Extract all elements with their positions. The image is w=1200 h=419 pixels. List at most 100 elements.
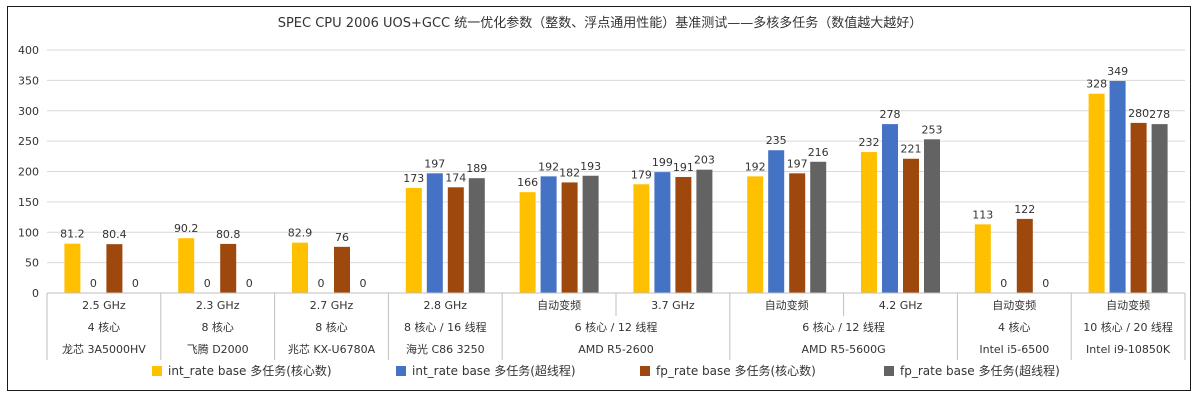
x-cores-label: 4 核心	[998, 320, 1031, 334]
bar	[334, 246, 350, 293]
bar-value-label: 113	[972, 208, 993, 221]
legend-swatch	[884, 365, 894, 376]
bar-value-label: 328	[1086, 78, 1107, 91]
bar	[696, 169, 713, 293]
legend-swatch	[396, 365, 406, 376]
bar	[1109, 80, 1126, 293]
x-freq-label: 自动变频	[992, 298, 1036, 312]
bar	[220, 243, 237, 293]
x-cores-label: 6 核心 / 12 线程	[802, 320, 885, 334]
bar-value-label: 0	[1042, 277, 1049, 290]
bar-value-label: 0	[246, 277, 253, 290]
bar	[654, 172, 671, 293]
x-cores-label: 4 核心	[88, 320, 121, 334]
x-cpu-label: 飞腾 D2000	[187, 342, 249, 356]
x-cores-label: 6 核心 / 12 线程	[575, 320, 658, 334]
bar	[468, 178, 485, 293]
bar	[178, 238, 195, 293]
bar-value-label: 173	[403, 172, 424, 185]
x-freq-label: 2.7 GHz	[310, 299, 354, 312]
bar	[974, 224, 991, 293]
bar	[64, 243, 81, 293]
x-freq-label: 3.7 GHz	[651, 299, 695, 312]
bar-value-label: 0	[132, 277, 139, 290]
y-tick-label: 250	[18, 135, 39, 148]
x-cores-label: 8 核心	[201, 320, 234, 334]
x-cpu-label: 海光 C86 3250	[406, 342, 485, 356]
legend-label: int_rate base 多任务(核心数)	[168, 364, 332, 378]
bar	[789, 173, 806, 293]
bar-value-label: 253	[922, 123, 943, 136]
bar-value-label: 199	[652, 156, 673, 169]
x-freq-label: 2.5 GHz	[82, 299, 126, 312]
bar-value-label: 174	[445, 171, 466, 184]
x-cpu-label: Intel i5-6500	[979, 343, 1049, 356]
bar	[747, 176, 764, 293]
bar-value-label: 80.4	[102, 228, 127, 241]
bar-value-label: 0	[1000, 277, 1007, 290]
bar	[405, 187, 422, 293]
x-freq-label: 4.2 GHz	[879, 299, 923, 312]
bar	[633, 184, 650, 293]
bar-value-label: 81.2	[60, 228, 85, 241]
bar	[1130, 122, 1147, 294]
y-tick-label: 350	[18, 74, 39, 87]
x-freq-label: 自动变频	[765, 298, 809, 312]
chart-title: SPEC CPU 2006 UOS+GCC 统一优化参数（整数、浮点通用性能）基…	[278, 15, 923, 31]
legend-label: fp_rate base 多任务(核心数)	[656, 364, 816, 378]
bar-value-label: 189	[466, 162, 487, 175]
bar	[924, 139, 940, 293]
y-tick-label: 100	[18, 226, 39, 239]
legend-label: int_rate base 多任务(超线程)	[412, 364, 576, 378]
bar-value-label: 216	[808, 146, 829, 159]
x-freq-label: 2.8 GHz	[424, 299, 468, 312]
x-cpu-label: 兆芯 KX-U6780A	[288, 342, 376, 356]
chart-frame	[7, 6, 1191, 391]
bar-value-label: 221	[901, 143, 922, 156]
legend-item: int_rate base 多任务(超线程)	[396, 362, 576, 379]
bar-value-label: 193	[580, 160, 601, 173]
bar-value-label: 0	[204, 277, 211, 290]
bar	[540, 176, 557, 293]
bar-value-label: 0	[90, 277, 97, 290]
x-axis-table: 2.5 GHz 2.3 GHz 2.7 GHz 2.8 GHz 自动变频 3.7 GHz 自…	[46, 292, 1186, 360]
bar-value-label: 197	[787, 157, 808, 170]
bar	[882, 124, 898, 294]
bar	[1088, 93, 1105, 294]
bar	[675, 176, 692, 293]
x-cpu-label: AMD R5-2600	[578, 343, 654, 356]
bar	[810, 161, 827, 293]
bar-value-label: 179	[631, 168, 652, 181]
legend: int_rate base 多任务(核心数) int_rate base 多任务(…	[0, 362, 1200, 386]
bar-value-label: 197	[424, 157, 445, 170]
bar	[561, 182, 578, 293]
x-freq-label: 自动变频	[1106, 298, 1150, 312]
bar	[1016, 218, 1033, 293]
x-cores-label: 10 核心 / 20 线程	[1083, 320, 1173, 334]
bar-value-label: 235	[766, 134, 787, 147]
y-axis: 0 50 100 150 200 250 300 350 400	[18, 44, 39, 300]
bar	[519, 192, 536, 293]
bar	[426, 173, 443, 293]
bar-value-label: 182	[559, 166, 580, 179]
bar-value-label: 278	[1149, 108, 1170, 121]
y-tick-label: 200	[18, 166, 39, 179]
bar-value-label: 191	[673, 161, 694, 174]
bar-value-label: 0	[318, 277, 325, 290]
bar	[582, 175, 599, 293]
bar-value-label: 82.9	[288, 227, 313, 240]
bar-value-label: 76	[335, 231, 349, 244]
bar-value-label: 0	[360, 277, 367, 290]
bars	[64, 80, 1168, 294]
bar-value-label: 122	[1014, 203, 1035, 216]
bar	[292, 242, 308, 293]
legend-swatch	[152, 365, 162, 376]
x-freq-label: 2.3 GHz	[196, 299, 240, 312]
bar-value-label: 232	[859, 136, 880, 149]
legend-item: fp_rate base 多任务(核心数)	[640, 362, 816, 379]
bar	[903, 158, 919, 293]
bar	[106, 244, 123, 293]
x-cores-label: 8 核心	[315, 320, 348, 334]
y-tick-label: 400	[18, 44, 39, 57]
